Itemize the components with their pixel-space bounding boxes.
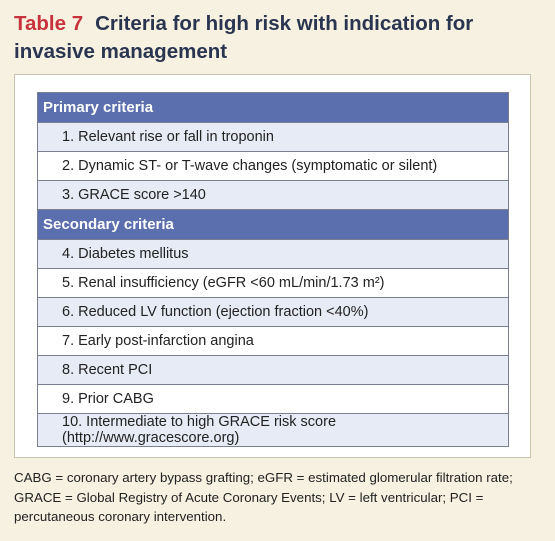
- table-row: 4. Diabetes mellitus: [37, 239, 509, 269]
- section-heading: Primary criteria: [37, 92, 509, 123]
- criterion-item: 2. Dynamic ST- or T-wave changes (sympto…: [37, 151, 509, 181]
- section-heading: Secondary criteria: [37, 209, 509, 240]
- table-row: 6. Reduced LV function (ejection fractio…: [37, 297, 509, 327]
- table-footnote: CABG = coronary artery bypass grafting; …: [14, 470, 513, 524]
- criterion-item: 6. Reduced LV function (ejection fractio…: [37, 297, 509, 327]
- table-number: Table 7: [14, 12, 84, 35]
- table-row: 10. Intermediate to high GRACE risk scor…: [37, 413, 509, 447]
- table-row: 5. Renal insufficiency (eGFR <60 mL/min/…: [37, 268, 509, 298]
- criterion-item: 7. Early post-infarction angina: [37, 326, 509, 356]
- section-header-secondary: Secondary criteria: [37, 209, 509, 240]
- table-row: 8. Recent PCI: [37, 355, 509, 385]
- table-caption: Table 7 Criteria for high risk with indic…: [14, 10, 544, 66]
- criterion-item: 8. Recent PCI: [37, 355, 509, 385]
- table-row: 2. Dynamic ST- or T-wave changes (sympto…: [37, 151, 509, 181]
- criterion-item: 1. Relevant rise or fall in troponin: [37, 122, 509, 152]
- section-header-primary: Primary criteria: [37, 92, 509, 123]
- criterion-item: 9. Prior CABG: [37, 384, 509, 414]
- criterion-item: 4. Diabetes mellitus: [37, 239, 509, 269]
- criteria-table: Primary criteria 1. Relevant rise or fal…: [37, 92, 509, 447]
- table-row: 7. Early post-infarction angina: [37, 326, 509, 356]
- criterion-item: 3. GRACE score >140: [37, 180, 509, 210]
- criterion-item: 10. Intermediate to high GRACE risk scor…: [37, 413, 509, 447]
- table-title: Criteria for high risk with indication f…: [14, 12, 474, 63]
- criterion-item: 5. Renal insufficiency (eGFR <60 mL/min/…: [37, 268, 509, 298]
- table-frame: Primary criteria 1. Relevant rise or fal…: [14, 74, 531, 458]
- table-row: 1. Relevant rise or fall in troponin: [37, 122, 509, 152]
- table-row: 3. GRACE score >140: [37, 180, 509, 210]
- table-row: 9. Prior CABG: [37, 384, 509, 414]
